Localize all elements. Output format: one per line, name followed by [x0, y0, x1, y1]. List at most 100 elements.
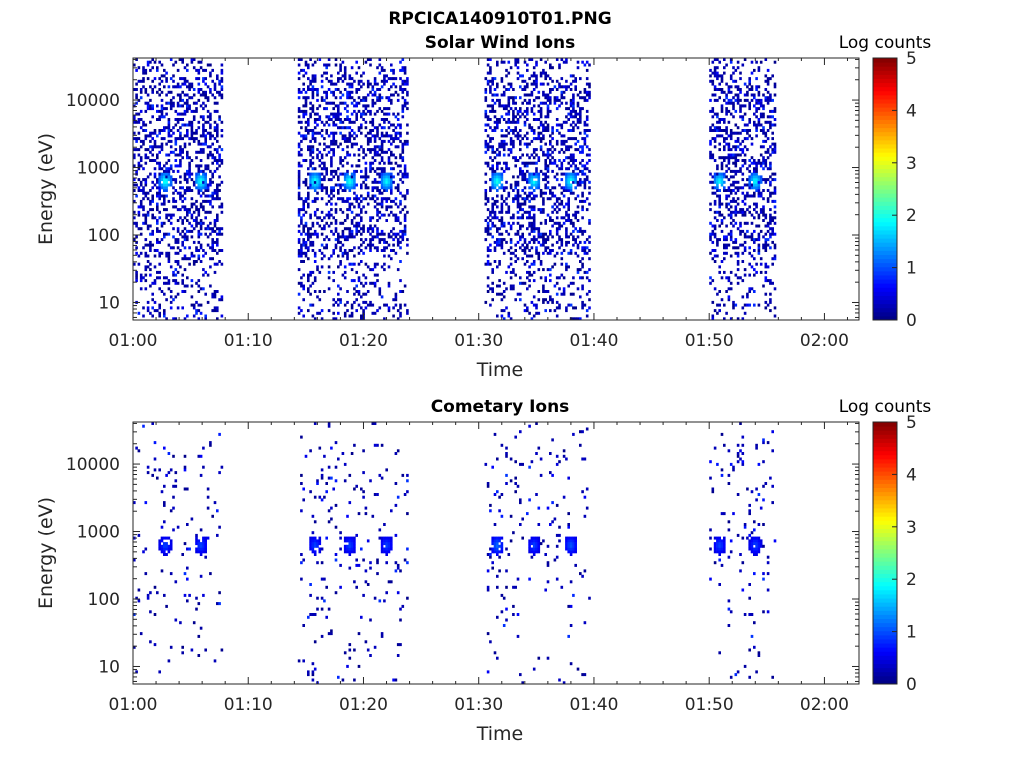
- heatmap-cell: [502, 295, 506, 299]
- heatmap-cell: [190, 178, 194, 182]
- heatmap-cell: [330, 169, 333, 173]
- heatmap-cell: [135, 139, 138, 143]
- heatmap-cell: [766, 156, 770, 160]
- heatmap-cell: [739, 71, 742, 75]
- heatmap-cell: [156, 221, 159, 225]
- heatmap-cell: [137, 213, 141, 217]
- heatmap-cell: [165, 317, 168, 321]
- heatmap-cell: [574, 148, 577, 152]
- heatmap-cell: [362, 273, 365, 277]
- heatmap-cell: [532, 260, 536, 263]
- heatmap-cell: [755, 205, 758, 209]
- heatmap-cell: [169, 246, 173, 250]
- heatmap-cell: [713, 139, 717, 143]
- heatmap-cell: [202, 208, 205, 212]
- heatmap-cell: [183, 232, 187, 236]
- heatmap-cell: [156, 227, 159, 231]
- heatmap-cell: [567, 137, 570, 141]
- heatmap-cell: [346, 145, 349, 149]
- heatmap-cell: [489, 58, 492, 61]
- heatmap-cell: [551, 88, 554, 91]
- heatmap-cell: [195, 246, 198, 250]
- heatmap-cell: [206, 85, 210, 89]
- heatmap-cell: [762, 213, 765, 217]
- heatmap-cell: [509, 224, 513, 228]
- heatmap-cell: [350, 164, 354, 168]
- heatmap-cell: [378, 191, 382, 195]
- heatmap-cell: [339, 77, 342, 81]
- heatmap-cell: [206, 227, 210, 231]
- heatmap-cell: [565, 202, 568, 206]
- heatmap-cell: [151, 88, 154, 91]
- heatmap-cell: [304, 183, 308, 187]
- heatmap-cell: [153, 175, 157, 179]
- heatmap-cell: [739, 232, 742, 236]
- heatmap-cell: [220, 314, 224, 318]
- heatmap-cell: [732, 96, 735, 100]
- heatmap-cell: [532, 221, 536, 225]
- heatmap-cell: [320, 156, 324, 160]
- heatmap-cell: [569, 292, 573, 296]
- heatmap-cell: [183, 112, 187, 116]
- heatmap-cell: [300, 260, 303, 263]
- heatmap-cell: [396, 238, 400, 242]
- heatmap-cell: [502, 251, 506, 255]
- heatmap-cell: [723, 118, 726, 121]
- heatmap-cell: [574, 210, 577, 214]
- heatmap-cell: [216, 74, 219, 78]
- heatmap-cell: [218, 90, 221, 94]
- heatmap-cell: [325, 107, 328, 111]
- heatmap-cell: [195, 186, 198, 190]
- heatmap-cell: [757, 186, 761, 190]
- heatmap-cell: [544, 129, 547, 132]
- heatmap-cell: [373, 159, 377, 162]
- heatmap-cell: [149, 120, 152, 124]
- heatmap-cell: [713, 249, 717, 252]
- heatmap-cell: [339, 249, 342, 252]
- heatmap-cell: [369, 281, 372, 285]
- heatmap-cell: [743, 202, 747, 206]
- heatmap-cell: [216, 101, 219, 105]
- heatmap-cell: [383, 74, 386, 78]
- heatmap-cell: [496, 194, 499, 198]
- heatmap-cell: [574, 79, 577, 83]
- heatmap-cell: [158, 115, 161, 119]
- heatmap-cell: [725, 156, 728, 160]
- heatmap-cell: [176, 246, 180, 250]
- heatmap-cell: [385, 74, 388, 78]
- heatmap-cell: [142, 205, 145, 209]
- heatmap-cell: [139, 180, 143, 184]
- heatmap-cell: [491, 167, 494, 171]
- heatmap-cell: [343, 314, 347, 318]
- heatmap-cell: [366, 148, 370, 152]
- colorbar-swatch: [873, 90, 897, 96]
- heatmap-cell: [512, 197, 515, 201]
- heatmap-cell: [371, 123, 375, 127]
- heatmap-cell: [562, 172, 566, 176]
- heatmap-cell: [546, 175, 550, 179]
- heatmap-cell: [542, 153, 545, 157]
- heatmap-cell: [572, 221, 575, 225]
- heatmap-cell: [500, 145, 504, 149]
- heatmap-cell: [327, 224, 331, 228]
- heatmap-cell: [346, 82, 349, 86]
- heatmap-cell: [569, 101, 573, 105]
- heatmap-cell: [549, 216, 552, 220]
- heatmap-cell: [498, 142, 501, 146]
- heatmap-cell: [181, 118, 184, 121]
- heatmap-cell: [500, 60, 504, 64]
- heatmap-cell: [532, 88, 536, 91]
- colorbar-swatch: [873, 274, 897, 280]
- heatmap-cell: [741, 150, 745, 154]
- heatmap-cell: [307, 202, 310, 206]
- colorbar-swatch: [873, 139, 897, 145]
- heatmap-cell: [199, 159, 203, 162]
- heatmap-cell: [709, 79, 712, 83]
- heatmap-cell: [188, 208, 191, 212]
- heatmap-cell: [371, 189, 375, 192]
- heatmap-cell: [555, 139, 559, 143]
- heatmap-cell: [509, 251, 513, 255]
- heatmap-cell: [732, 175, 735, 179]
- heatmap-cell: [553, 262, 557, 266]
- heatmap-cell: [307, 131, 310, 135]
